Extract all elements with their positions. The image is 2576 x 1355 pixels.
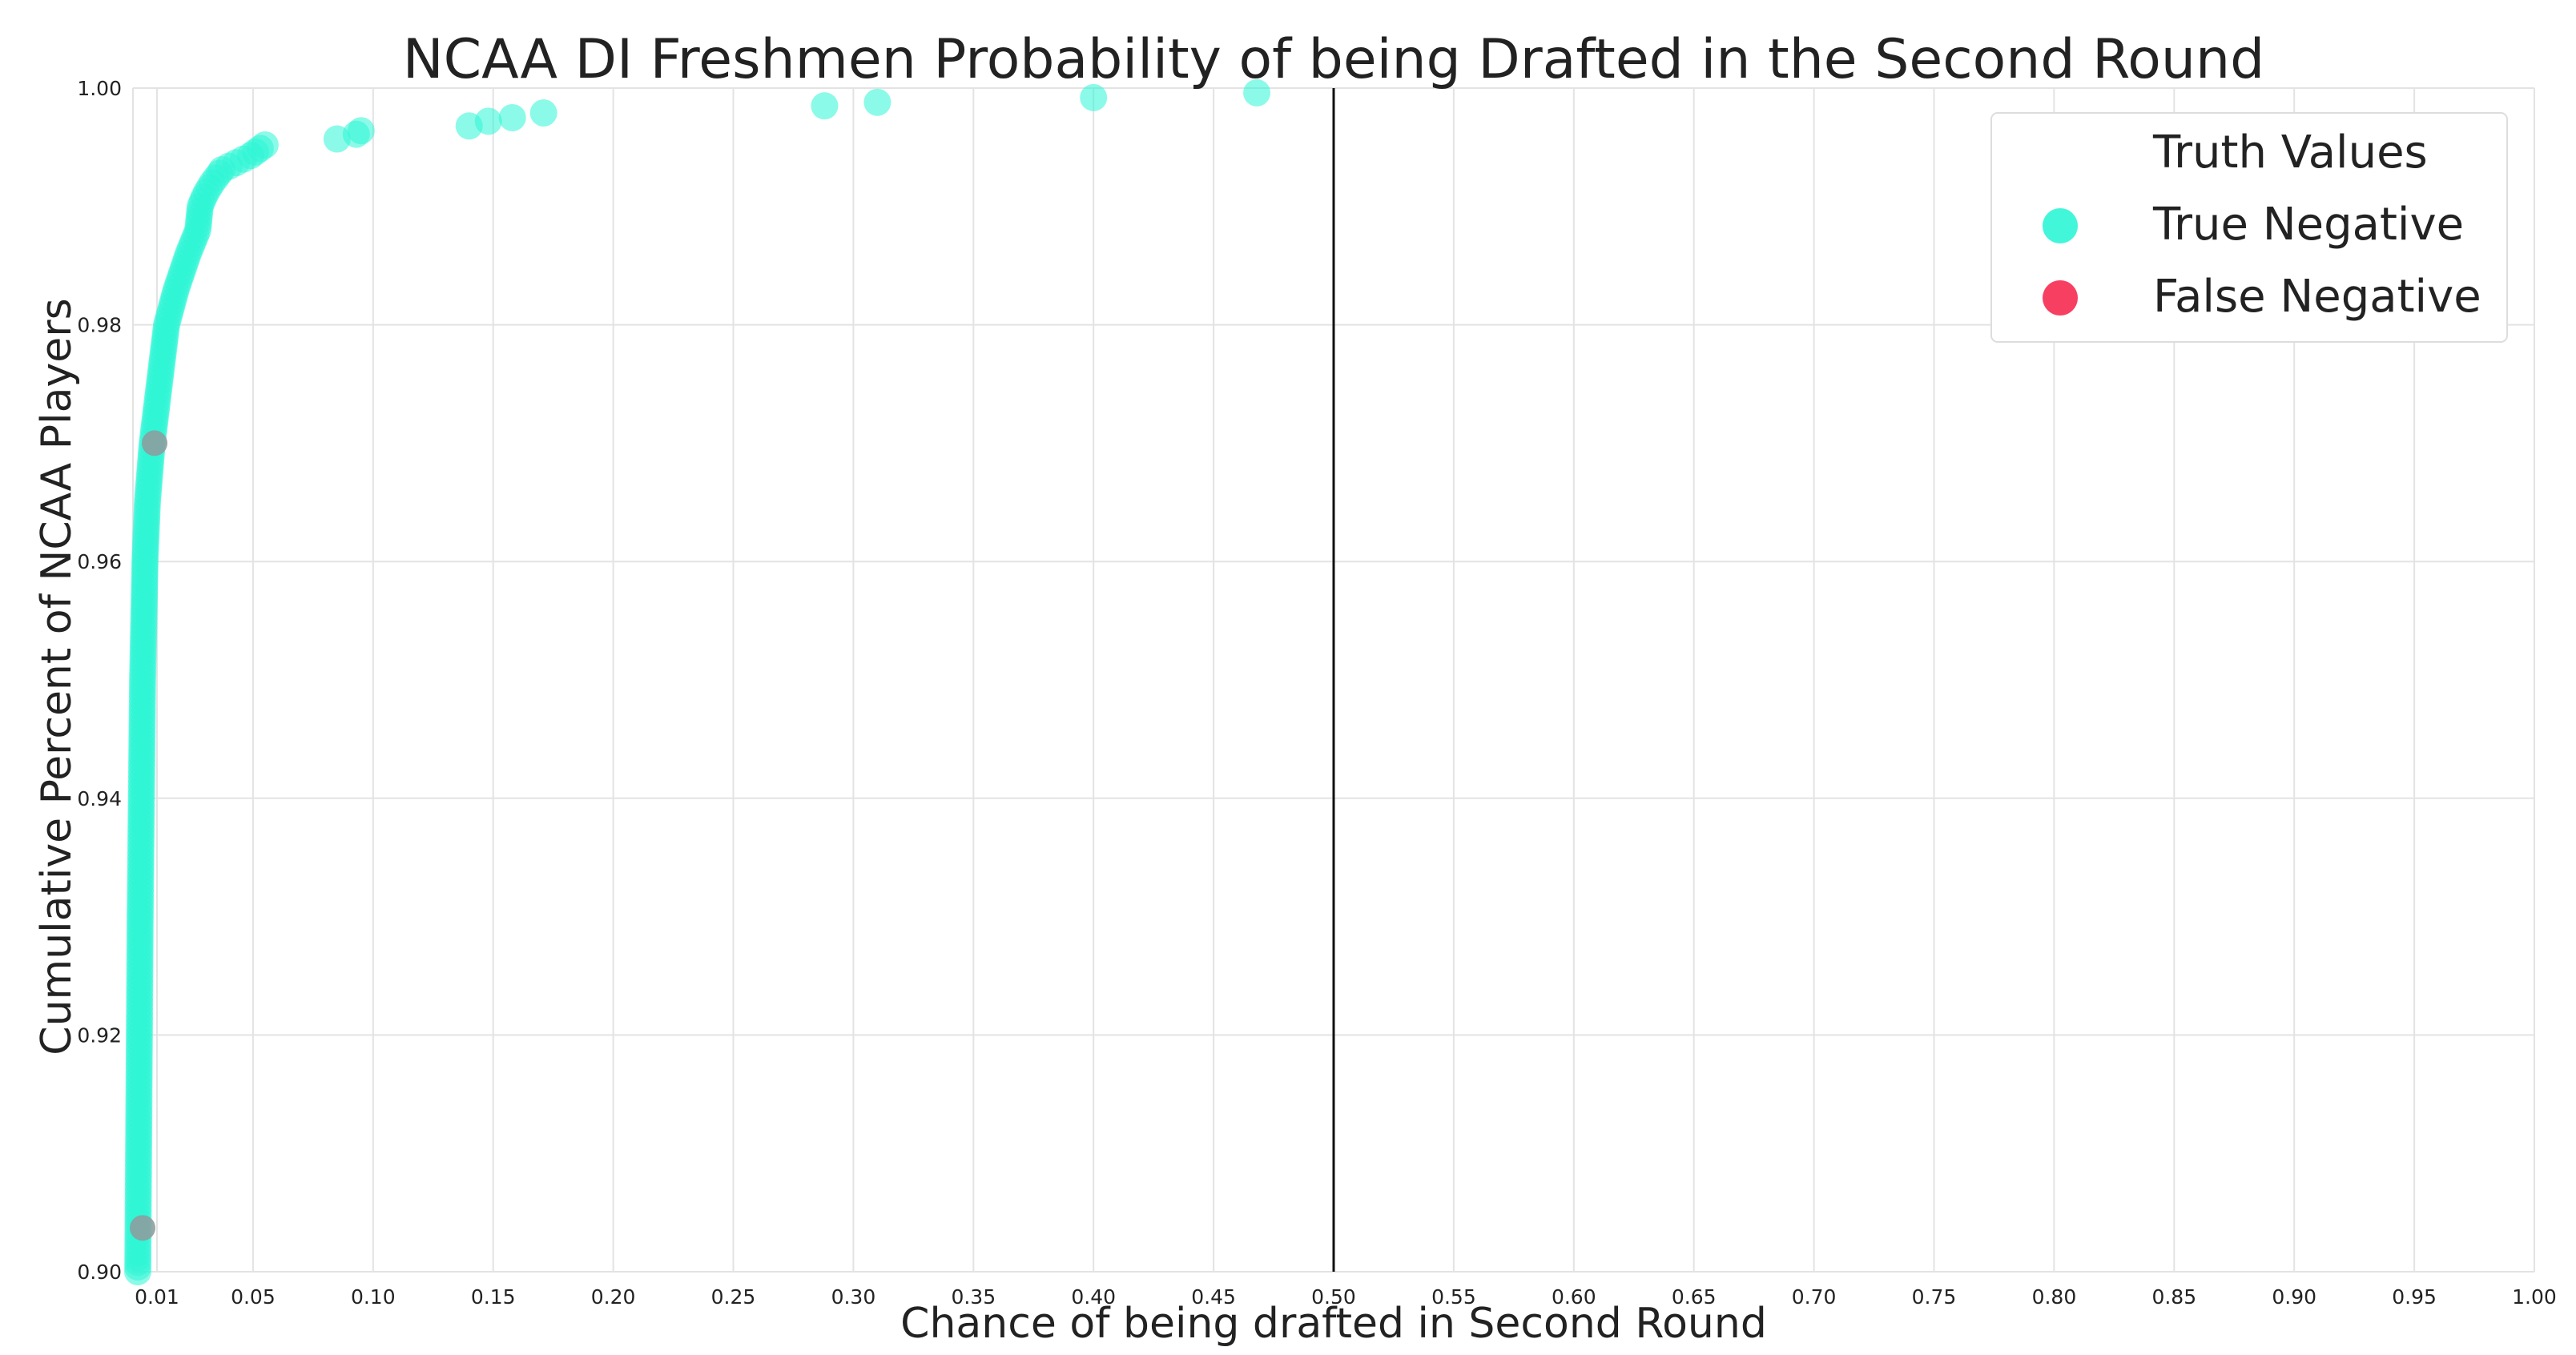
x-tick-label: 0.75 (1912, 1285, 1957, 1309)
true-negative-point (863, 88, 892, 116)
true-negative-point (251, 131, 279, 159)
y-tick-labels: 0.90 0.92 0.94 0.96 0.98 1.00 (77, 77, 122, 1284)
x-tick-label: 0.05 (231, 1285, 276, 1309)
x-tick-label: 0.90 (2272, 1285, 2316, 1309)
x-tick-label: 0.55 (1431, 1285, 1476, 1309)
x-tick-label: 1.00 (2512, 1285, 2557, 1309)
x-axis-label: Chance of being drafted in Second Round (900, 1300, 1767, 1348)
x-tick-label: 0.65 (1672, 1285, 1717, 1309)
x-tick-label: 0.45 (1191, 1285, 1236, 1309)
x-tick-label: 0.50 (1311, 1285, 1356, 1309)
legend-label-false-negative: False Negative (2153, 271, 2481, 323)
y-tick-label: 0.94 (77, 787, 122, 810)
x-tick-label: 0.10 (351, 1285, 396, 1309)
x-tick-label: 0.40 (1071, 1285, 1116, 1309)
y-tick-label: 0.96 (77, 550, 122, 573)
true-negative-point (1243, 78, 1271, 107)
x-tick-label: 0.01 (135, 1285, 179, 1309)
legend-box (1990, 112, 2508, 343)
x-tick-label: 0.60 (1552, 1285, 1596, 1309)
true-negative-point (811, 92, 839, 120)
true-negative-point (347, 117, 375, 145)
true-negative-point (474, 107, 502, 135)
y-tick-label: 1.00 (77, 77, 122, 100)
legend-label-true-negative: True Negative (2152, 199, 2464, 251)
x-tick-label: 0.70 (1792, 1285, 1837, 1309)
legend-marker-true-negative (2043, 208, 2078, 243)
x-tick-label: 0.15 (471, 1285, 516, 1309)
true-negative-point (498, 103, 526, 131)
legend: Truth Values True Negative False Negativ… (1990, 112, 2508, 343)
y-axis-label: Cumulative Percent of NCAA Players (33, 298, 81, 1055)
false-negative-point (141, 430, 167, 456)
x-tick-label: 0.95 (2392, 1285, 2437, 1309)
y-tick-label: 0.92 (77, 1023, 122, 1047)
x-tick-label: 0.80 (2032, 1285, 2077, 1309)
legend-marker-false-negative (2043, 280, 2078, 316)
scatter-points (123, 78, 1271, 1285)
false-negative-point (129, 1215, 155, 1241)
true-negative-point (529, 99, 557, 127)
y-tick-label: 0.90 (77, 1261, 122, 1284)
x-tick-label: 0.20 (591, 1285, 636, 1309)
x-tick-labels: 0.01 0.05 0.10 0.15 0.20 0.25 0.30 0.35 0.40 0.45… (135, 1285, 2557, 1309)
true-negative-point (1080, 83, 1108, 111)
x-tick-label: 0.25 (711, 1285, 756, 1309)
x-tick-label: 0.85 (2151, 1285, 2196, 1309)
chart-title: NCAA DI Freshmen Probability of being Dr… (403, 28, 2265, 91)
legend-title: Truth Values (2152, 127, 2428, 179)
x-tick-label: 0.30 (831, 1285, 876, 1309)
x-tick-label: 0.35 (951, 1285, 996, 1309)
y-tick-label: 0.98 (77, 314, 122, 337)
